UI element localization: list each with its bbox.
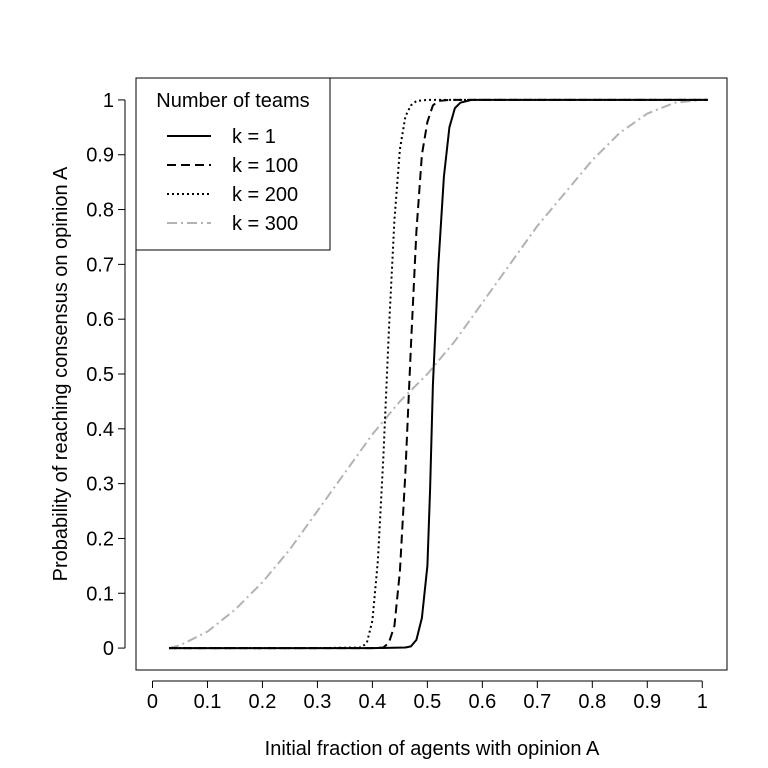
plot-lines <box>168 98 708 650</box>
x-tick-label: 0.5 <box>413 691 441 713</box>
x-tick-label: 0.9 <box>633 691 661 713</box>
y-tick-label: 0.2 <box>86 528 114 550</box>
legend-title: Number of teams <box>156 90 309 112</box>
x-tick-label: 0.3 <box>304 691 332 713</box>
legend-label-k-100: k = 100 <box>232 155 298 177</box>
x-tick-label: 0.7 <box>523 691 551 713</box>
y-tick-label: 0.1 <box>86 583 114 605</box>
legend-label-k-200: k = 200 <box>232 184 298 206</box>
y-tick-label: 0.7 <box>86 254 114 276</box>
series-line-k-1 <box>169 98 708 650</box>
y-tick-label: 0 <box>103 638 114 660</box>
x-tick-label: 0.6 <box>468 691 496 713</box>
legend-label-k-300: k = 300 <box>232 213 298 235</box>
y-tick-label: 0.3 <box>86 474 114 496</box>
legend-entries: k = 1 k = 100 k = 200 k = 300 <box>167 126 298 235</box>
legend-label-k-1: k = 1 <box>232 126 276 148</box>
y-tick-label: 0.8 <box>86 200 114 222</box>
y-axis-title: Probability of reaching consensus on opi… <box>50 166 72 581</box>
x-tick-label: 0.8 <box>578 691 606 713</box>
x-tick-label: 0 <box>147 691 158 713</box>
x-axis: 0 0.1 0.2 0.3 0.4 0.5 0.6 0.7 0.8 0.9 1 <box>147 680 708 713</box>
y-axis: 0 0.1 0.2 0.3 0.4 0.5 0.6 0.7 0.8 0.9 1 <box>86 90 126 660</box>
y-tick-label: 1 <box>103 90 114 112</box>
plot-frame <box>135 77 728 671</box>
legend: Number of teams k = 1 k = 100 k = 200 k = 3… <box>135 77 331 251</box>
y-tick-label: 0.9 <box>86 145 114 167</box>
y-tick-label: 0.6 <box>86 309 114 331</box>
y-tick-label: 0.4 <box>86 419 114 441</box>
y-tick-label: 0.5 <box>86 364 114 386</box>
x-tick-label: 0.2 <box>249 691 277 713</box>
x-tick-label: 0.1 <box>194 691 222 713</box>
series-line-k-300 <box>168 98 708 650</box>
x-tick-label: 1 <box>697 691 708 713</box>
x-tick-label: 0.4 <box>358 691 386 713</box>
x-axis-title: Initial fraction of agents with opinion … <box>265 738 600 760</box>
